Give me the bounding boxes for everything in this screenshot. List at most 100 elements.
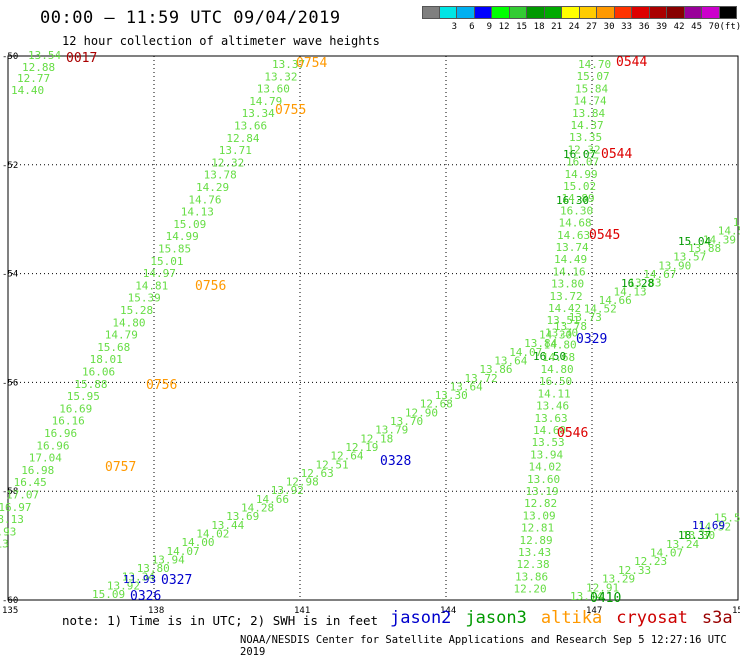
swh-value: 13.64 xyxy=(450,380,483,393)
color-swatch xyxy=(527,6,545,19)
swh-value: 13.86 xyxy=(479,363,512,376)
swh-value: 14.68 xyxy=(559,217,592,230)
swh-value: 14.63 xyxy=(557,229,590,242)
color-swatch xyxy=(422,6,440,19)
color-tick-label: 30 xyxy=(603,22,615,32)
swh-value: 13.63 xyxy=(535,412,568,425)
swh-value: 13.72 xyxy=(550,290,583,303)
swh-value: 14.74 xyxy=(574,95,607,108)
color-tick-label: 12 xyxy=(498,22,510,32)
page-title: 00:00 – 11:59 UTC 09/04/2019 xyxy=(40,8,341,28)
color-swatch xyxy=(614,6,632,19)
time-label: 0410 xyxy=(590,591,621,606)
swh-value: 13.64 xyxy=(494,354,527,367)
swh-value: 14.07 xyxy=(509,346,542,359)
color-swatch xyxy=(579,6,597,19)
satellite-name: jason2 xyxy=(390,608,452,628)
swh-value: 15.04 xyxy=(678,235,711,248)
time-label: 0329 xyxy=(576,332,607,347)
swh-value: 14.69 xyxy=(533,424,566,437)
color-tick-label: 45 xyxy=(691,22,702,32)
color-scale-ticks: 3 6 9 12 15 18 21 24 27 30 33 36 39 42 45 70 (ft) xyxy=(422,22,740,32)
time-label: 0544 xyxy=(601,147,632,162)
swh-value: 14.68 xyxy=(542,351,575,364)
color-tick-label: 18 xyxy=(533,22,545,32)
swh-value: 15.55 xyxy=(714,512,740,525)
swh-value: 12.18 xyxy=(360,432,393,445)
swh-value: 14.30 xyxy=(539,329,572,342)
swh-value: 13.92 xyxy=(107,579,140,592)
swh-value: 14.80 xyxy=(544,339,577,352)
swh-value: 12.91 xyxy=(586,581,619,594)
swh-value: 13.94 xyxy=(530,448,563,461)
swh-value: 13.66 xyxy=(234,120,267,133)
swh-value: 14.02 xyxy=(529,461,562,474)
time-label: 0754 xyxy=(296,56,327,71)
swh-value: 13.32 xyxy=(264,70,297,83)
swh-value: 15.02 xyxy=(563,180,596,193)
swh-value: 15.39 xyxy=(128,292,161,305)
swh-value: 13.34 xyxy=(122,571,155,584)
swh-value: 16.07 xyxy=(563,148,596,161)
swh-value: 11.93 xyxy=(123,573,156,586)
time-label: 0546 xyxy=(557,426,588,441)
color-swatch xyxy=(649,6,667,19)
color-swatch xyxy=(492,6,510,19)
swh-value: 13.43 xyxy=(518,546,551,559)
swh-value: 13.86 xyxy=(515,570,548,583)
swh-value: 14.52 xyxy=(584,303,617,316)
time-label: 0327 xyxy=(161,573,192,588)
swh-value: 13.69 xyxy=(226,510,259,523)
swh-value: 12.84 xyxy=(226,132,259,145)
swh-value: 15.68 xyxy=(97,341,130,354)
swh-value: 14.02 xyxy=(196,527,229,540)
swh-value: 13.51 xyxy=(547,314,580,327)
satellite-legend: jason2 jason3 altika cryosat s3a xyxy=(390,608,740,628)
swh-value: 14.79 xyxy=(105,329,138,342)
swh-value: 14.29 xyxy=(196,181,229,194)
swh-value: 16.69 xyxy=(59,402,92,415)
swh-value: 12.20 xyxy=(514,583,547,596)
swh-value: 14.49 xyxy=(554,253,587,266)
time-label: 0326 xyxy=(130,589,161,604)
satellite-name: jason3 xyxy=(465,608,527,628)
swh-value: 11.69 xyxy=(692,519,725,532)
swh-value: 17.07 xyxy=(6,489,39,502)
swh-value: 16.30 xyxy=(560,204,593,217)
swh-value: 12.77 xyxy=(17,72,50,85)
swh-value: 14.81 xyxy=(135,279,168,292)
swh-value: 16.97 xyxy=(0,501,32,514)
swh-value: 14.57 xyxy=(718,225,740,238)
swh-value: 12.89 xyxy=(520,534,553,547)
plot-frame xyxy=(7,55,739,601)
swh-value: 13.60 xyxy=(257,83,290,96)
color-swatch xyxy=(544,6,562,19)
swh-value: 17.04 xyxy=(29,452,62,465)
time-label: 0755 xyxy=(275,103,306,118)
lon-tick-label: 141 xyxy=(294,606,310,616)
swh-value: 12.64 xyxy=(330,450,363,463)
color-swatch xyxy=(667,6,685,19)
swh-value: 13.83 xyxy=(628,277,661,290)
swh-value: 14.70 xyxy=(578,58,611,71)
swh-value: 13.72 xyxy=(465,372,498,385)
swh-value: 13.88 xyxy=(688,242,721,255)
swh-value: 16.30 xyxy=(556,194,589,207)
swh-value: 14.39 xyxy=(703,233,736,246)
color-swatch xyxy=(439,6,457,19)
color-swatch xyxy=(702,6,720,19)
swh-value: 13.53 xyxy=(532,436,565,449)
swh-value: 15.84 xyxy=(575,82,608,95)
color-tick-label: 9 xyxy=(486,22,492,32)
lon-tick-label: 138 xyxy=(148,606,164,616)
swh-value: 13.34 xyxy=(242,107,275,120)
swh-value: 13.54 xyxy=(28,49,61,62)
swh-value: 14.76 xyxy=(188,193,221,206)
swh-value: 13.70 xyxy=(390,415,423,428)
lon-tick-label: 144 xyxy=(440,606,456,616)
swh-value: 14.99 xyxy=(565,168,598,181)
swh-value: 14.52 xyxy=(698,520,731,533)
swh-value: 14.13 xyxy=(181,206,214,219)
swh-value: 13.30 xyxy=(435,389,468,402)
swh-value: 14.80 xyxy=(112,316,145,329)
